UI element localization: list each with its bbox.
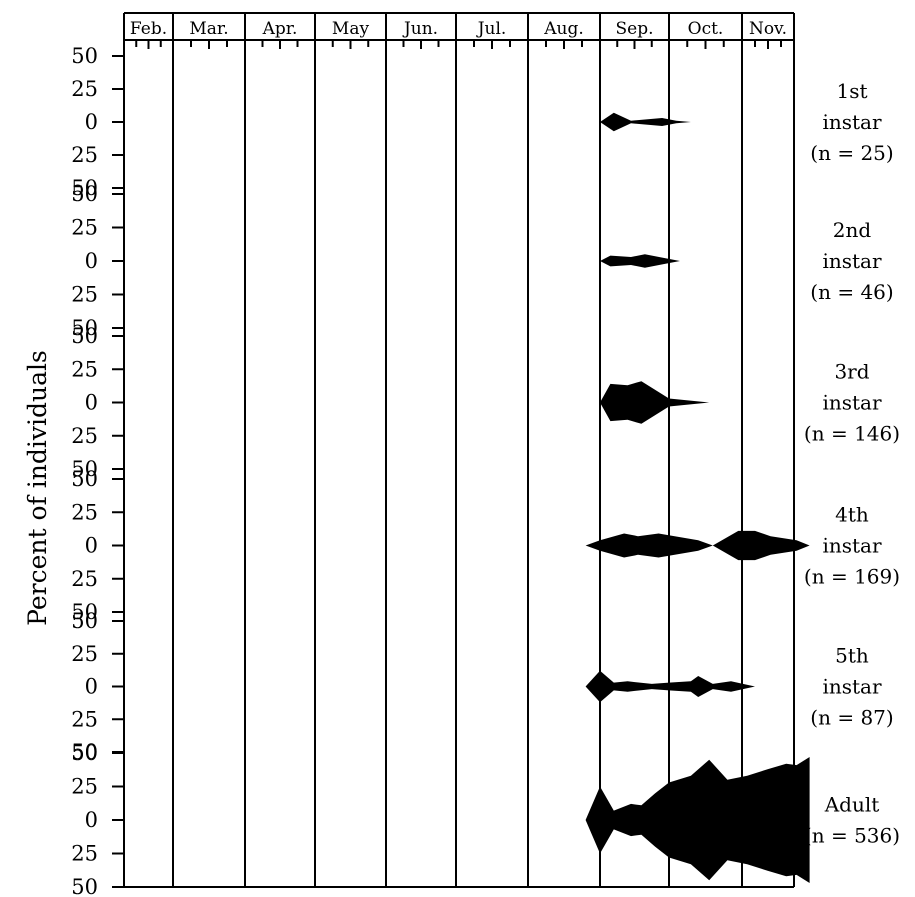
y-tick-label: 50 xyxy=(71,741,98,765)
stage-sample-size: (n = 146) xyxy=(804,422,900,446)
month-axis: Feb. Mar. Apr. May Jun. Jul. Aug. Sep. Oct. Nov. xyxy=(130,19,787,49)
y-tick-label: 50 xyxy=(71,182,98,206)
y-axis: 5025025505025025505025025505025025505025… xyxy=(71,44,124,897)
month-label: Mar. xyxy=(189,19,228,39)
y-tick-label: 50 xyxy=(71,875,98,897)
y-tick-label: 25 xyxy=(71,707,98,731)
stage-name: Adult xyxy=(824,793,880,817)
y-tick-label: 0 xyxy=(85,808,98,832)
stage-name-suffix: instar xyxy=(822,675,882,699)
month-label: Aug. xyxy=(543,19,584,39)
stage-name: 3rd xyxy=(834,360,869,384)
y-tick-label: 25 xyxy=(71,842,98,866)
stage-sample-size: (n = 87) xyxy=(810,706,893,730)
y-tick-label: 50 xyxy=(71,600,98,624)
y-tick-label: 25 xyxy=(71,216,98,240)
y-tick-label: 0 xyxy=(85,534,98,558)
y-tick-label: 50 xyxy=(71,324,98,348)
y-tick-label: 0 xyxy=(85,391,98,415)
month-label: Feb. xyxy=(130,19,167,39)
stage-distribution-shape xyxy=(600,254,680,268)
y-tick-label: 0 xyxy=(85,110,98,134)
stage-sample-size: (n = 169) xyxy=(804,565,900,589)
y-tick-label: 50 xyxy=(71,457,98,481)
y-tick-label: 25 xyxy=(71,567,98,591)
stage-name-suffix: instar xyxy=(822,534,882,558)
y-tick-label: 25 xyxy=(71,642,98,666)
y-tick-label: 50 xyxy=(71,176,98,200)
stage-sample-size: (n = 536) xyxy=(804,824,900,848)
y-tick-label: 25 xyxy=(71,283,98,307)
y-tick-label: 50 xyxy=(71,467,98,491)
y-tick-label: 50 xyxy=(71,44,98,68)
y-tick-label: 25 xyxy=(71,424,98,448)
stage-name-suffix: instar xyxy=(822,249,882,273)
y-axis-title: Percent of individuals xyxy=(23,350,52,626)
month-label: May xyxy=(332,19,370,39)
month-label: Sep. xyxy=(616,19,654,39)
stage-name: 1st xyxy=(836,79,867,103)
stage-name-suffix: instar xyxy=(822,391,882,415)
stage-distribution-shape xyxy=(585,757,810,883)
month-label: Apr. xyxy=(262,19,298,39)
stage-labels: 1st instar (n = 25) 2nd instar (n = 46) 3rd ins… xyxy=(804,79,900,848)
stage-distribution-shape xyxy=(600,112,691,132)
y-tick-label: 0 xyxy=(85,675,98,699)
y-tick-label: 25 xyxy=(71,357,98,381)
stage-name: 4th xyxy=(835,503,869,527)
month-label: Oct. xyxy=(688,19,724,39)
stage-distribution-shape xyxy=(585,670,755,703)
stage-distribution-shape xyxy=(585,530,810,561)
y-tick-label: 50 xyxy=(71,609,98,633)
y-tick-label: 50 xyxy=(71,740,98,764)
y-tick-label: 0 xyxy=(85,249,98,273)
y-tick-label: 25 xyxy=(71,77,98,101)
stage-sample-size: (n = 25) xyxy=(810,141,893,165)
y-tick-label: 25 xyxy=(71,143,98,167)
month-label: Jun. xyxy=(402,19,438,39)
stage-name-suffix: instar xyxy=(822,110,882,134)
stage-panels xyxy=(585,112,810,883)
y-tick-label: 25 xyxy=(71,500,98,524)
stage-distribution-shape xyxy=(600,381,710,424)
stage-name: 2nd xyxy=(833,218,872,242)
month-label: Nov. xyxy=(749,19,787,39)
plot-frame xyxy=(123,12,795,888)
stage-name: 5th xyxy=(835,644,869,668)
stage-sample-size: (n = 46) xyxy=(810,280,893,304)
y-tick-label: 50 xyxy=(71,316,98,340)
y-tick-label: 25 xyxy=(71,775,98,799)
month-label: Jul. xyxy=(476,19,507,39)
